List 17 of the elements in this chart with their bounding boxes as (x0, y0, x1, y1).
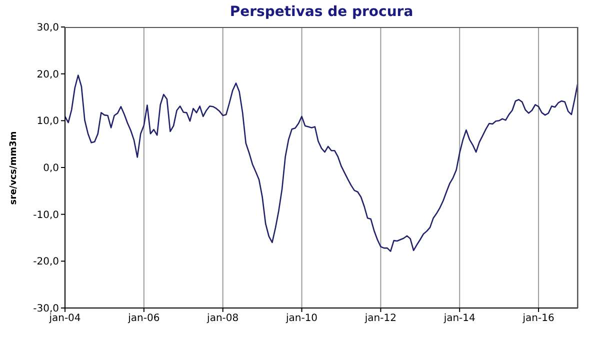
x-tick-label: jan-14 (442, 313, 476, 324)
x-tick-label: jan-10 (284, 313, 318, 324)
x-tick-label: jan-12 (364, 313, 396, 324)
y-tick-label: 10,0 (36, 116, 59, 128)
y-tick-label: -20,0 (33, 256, 59, 268)
line-series (65, 74, 578, 252)
y-tick-label: 20,0 (36, 69, 59, 80)
y-tick-label: 30,0 (36, 22, 59, 34)
x-tick-label: jan-08 (206, 313, 239, 324)
y-tick-label: 0,0 (43, 163, 59, 174)
chart-title: Perspetivas de procura (228, 4, 414, 20)
x-tick-label: jan-16 (522, 313, 554, 324)
y-tick-label: -10,0 (33, 210, 59, 221)
x-tick-label: jan-04 (48, 313, 81, 324)
y-axis-title: sre/vcs/mm3m (9, 130, 19, 204)
x-tick-label: jan-06 (127, 313, 160, 324)
y-tick-label: -30,0 (33, 304, 59, 315)
